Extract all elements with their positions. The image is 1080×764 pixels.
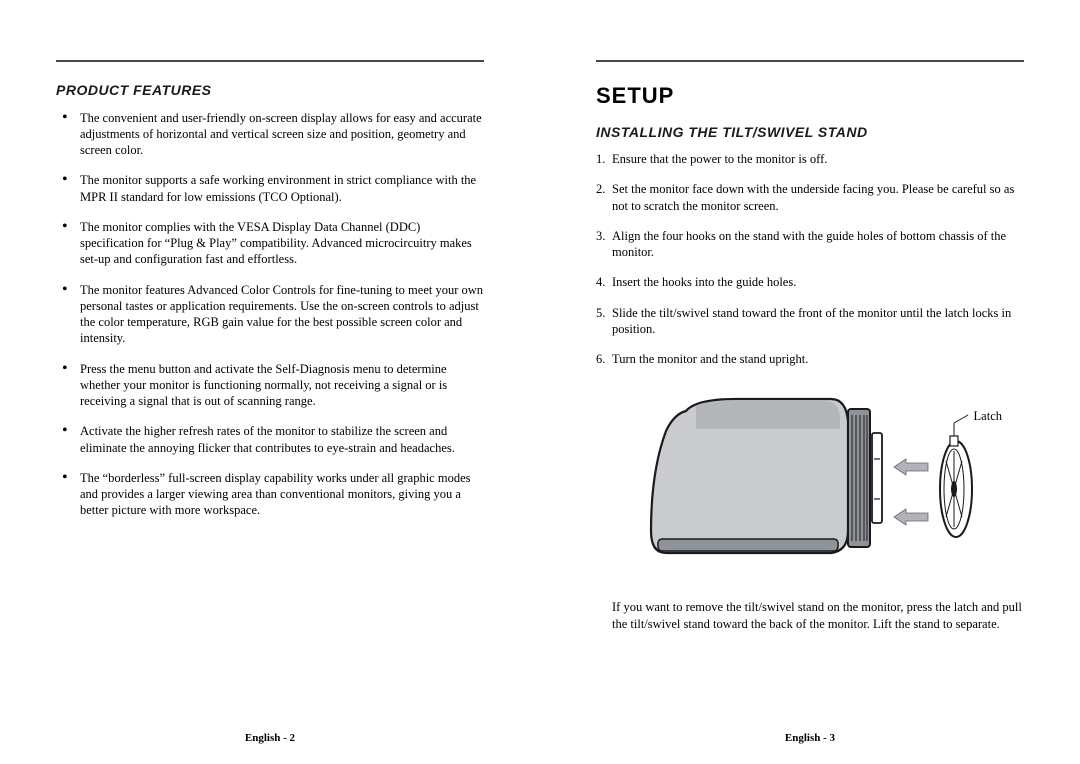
monitor-illustration bbox=[596, 381, 1016, 581]
feature-item: The “borderless” full-screen display cap… bbox=[80, 470, 484, 519]
page-right: SETUP INSTALLING THE TILT/SWIVEL STAND E… bbox=[540, 0, 1080, 764]
step-item: Set the monitor face down with the under… bbox=[612, 181, 1024, 214]
page-left: PRODUCT FEATURES The convenient and user… bbox=[0, 0, 540, 764]
rule-top-right bbox=[596, 60, 1024, 62]
feature-item: The monitor features Advanced Color Cont… bbox=[80, 282, 484, 347]
feature-item: The monitor complies with the VESA Displ… bbox=[80, 219, 484, 268]
latch-label: Latch bbox=[974, 409, 1002, 425]
step-item: Align the four hooks on the stand with t… bbox=[612, 228, 1024, 261]
arrow-icon bbox=[894, 459, 928, 475]
page-footer-right: English - 3 bbox=[540, 732, 1080, 746]
feature-item: Activate the higher refresh rates of the… bbox=[80, 423, 484, 456]
arrow-icon bbox=[894, 509, 928, 525]
monitor-body-icon bbox=[651, 399, 882, 553]
page-footer-left: English - 2 bbox=[0, 732, 540, 746]
closing-paragraph: If you want to remove the tilt/swivel st… bbox=[596, 599, 1024, 632]
section-title-features: PRODUCT FEATURES bbox=[56, 82, 484, 100]
step-item: Slide the tilt/swivel stand toward the f… bbox=[612, 305, 1024, 338]
chapter-title-setup: SETUP bbox=[596, 82, 1024, 110]
features-list: The convenient and user-friendly on-scre… bbox=[56, 110, 484, 519]
feature-item: The monitor supports a safe working envi… bbox=[80, 172, 484, 205]
step-item: Ensure that the power to the monitor is … bbox=[612, 151, 1024, 167]
feature-item: Press the menu button and activate the S… bbox=[80, 361, 484, 410]
step-item: Turn the monitor and the stand upright. bbox=[612, 351, 1024, 367]
rule-top-left bbox=[56, 60, 484, 62]
swivel-stand-icon bbox=[940, 415, 972, 537]
section-title-install: INSTALLING THE TILT/SWIVEL STAND bbox=[596, 124, 1024, 142]
feature-item: The convenient and user-friendly on-scre… bbox=[80, 110, 484, 159]
install-steps: Ensure that the power to the monitor is … bbox=[596, 151, 1024, 367]
figure-monitor-stand: Latch bbox=[596, 381, 1024, 581]
step-item: Insert the hooks into the guide holes. bbox=[612, 274, 1024, 290]
